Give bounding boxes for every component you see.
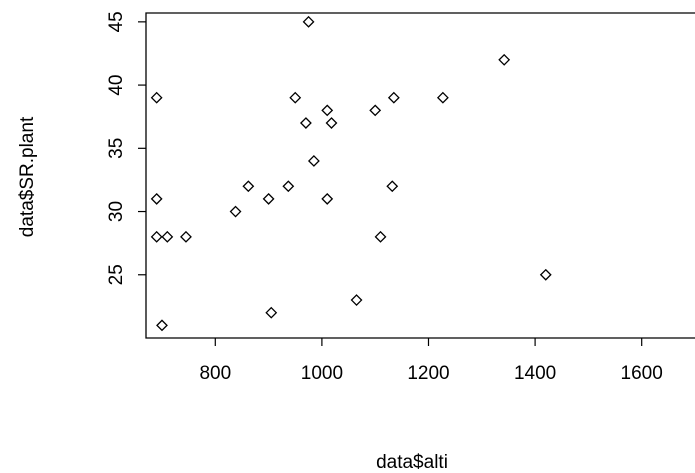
x-tick-label: 1600 [621,363,663,384]
data-point [150,230,163,243]
x-axis-label: data$alti [376,452,448,473]
x-tick-label: 1400 [514,363,556,384]
data-point [289,91,302,104]
y-tick-label: 35 [106,138,127,159]
data-point [436,91,449,104]
data-point [539,268,552,281]
data-point [498,53,511,66]
y-axis: 25 30 35 40 45 [106,11,146,285]
data-point [265,306,278,319]
data-point [262,192,275,205]
data-point [321,104,334,117]
data-point [150,91,163,104]
data-point [161,230,174,243]
data-point [229,205,242,218]
y-tick-label: 25 [106,264,127,285]
y-tick-label: 30 [106,201,127,222]
data-point [302,15,315,28]
y-tick-label: 40 [106,75,127,96]
data-point [374,230,387,243]
data-point [299,117,312,129]
y-axis-label: data$SR.plant [17,116,38,237]
plot-frame [145,12,695,339]
x-tick-label: 800 [199,363,231,384]
data-point [307,155,320,167]
data-point [156,319,168,332]
data-point [150,192,163,205]
data-point [386,180,399,193]
data-point [387,91,400,104]
data-point [325,117,338,129]
y-tick-label: 45 [106,11,127,32]
x-tick-label: 1200 [407,363,449,384]
data-points [150,15,552,332]
data-point [180,230,192,243]
data-point [242,180,255,193]
data-point [350,294,363,306]
plot-border [145,12,695,339]
data-point [282,180,295,193]
data-point [369,104,382,117]
x-axis: 800 1000 1200 1400 1600 [199,338,663,384]
x-tick-label: 1000 [301,363,343,384]
data-point [321,192,334,205]
